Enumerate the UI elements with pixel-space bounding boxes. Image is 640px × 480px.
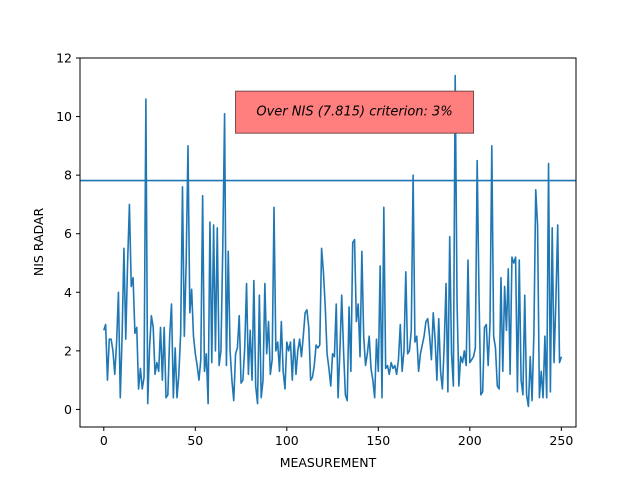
y-tick-label: 8 [64,168,72,183]
axes-frame [79,57,577,428]
annotation-text: Over NIS (7.815) criterion: 3% [256,105,452,120]
x-tick-label: 0 [100,433,108,448]
y-tick-label: 6 [64,226,72,241]
x-tick-label: 200 [458,433,482,448]
annotation: Over NIS (7.815) criterion: 3% [235,90,475,134]
annotation-box [235,90,475,134]
x-tick-label: 100 [275,433,299,448]
y-tick-label: 10 [56,109,72,124]
y-tick-label: 0 [64,402,72,417]
x-tick-label: 250 [549,433,573,448]
series-line-0 [103,74,563,408]
y-tick-label: 12 [56,51,72,66]
x-axis-ticks: 0 50 100 150 200 250 [100,427,573,448]
x-tick-label: 50 [187,433,203,448]
y-axis-label: NIS RADAR [31,208,46,277]
x-tick-label: 150 [366,433,390,448]
plot-area [80,74,576,408]
y-axis-ticks: 0 2 4 6 8 10 12 [56,51,80,417]
y-tick-label: 4 [64,285,72,300]
x-axis-label: MEASUREMENT [280,455,377,470]
y-tick-label: 2 [64,343,72,358]
